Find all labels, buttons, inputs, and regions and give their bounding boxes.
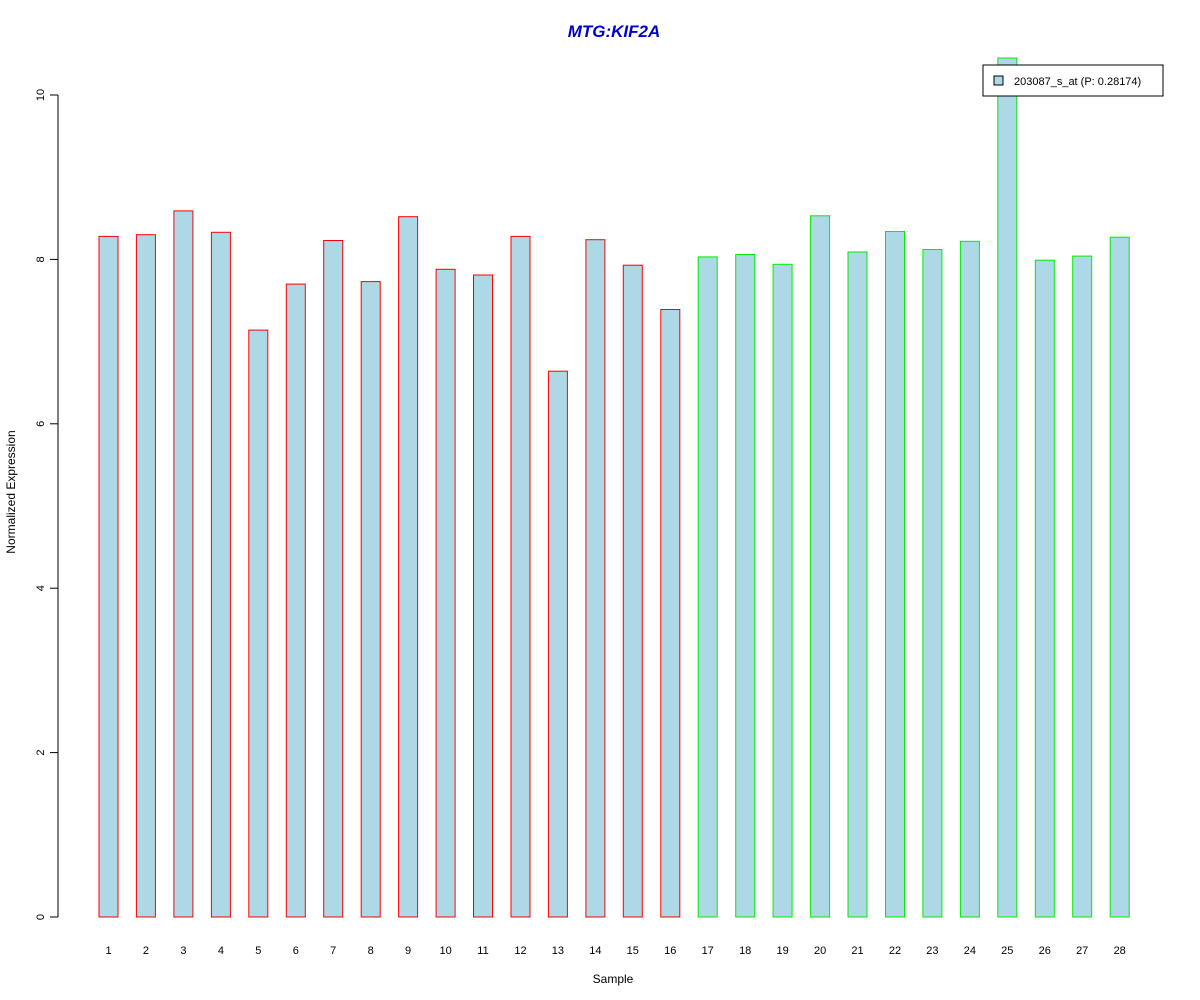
bar-sample-17	[697, 256, 718, 918]
x-tick-label: 28	[1114, 945, 1126, 957]
y-axis: 0 2 4 6 8 10	[35, 89, 59, 920]
bar-sample-24	[959, 240, 980, 918]
x-tick-label: 27	[1076, 945, 1088, 957]
x-tick-label: 23	[926, 945, 938, 957]
bar-sample-10	[435, 268, 456, 918]
y-tick-label: 6	[35, 421, 47, 427]
bar-sample-2	[135, 234, 156, 918]
x-tick-label: 24	[964, 945, 976, 957]
y-axis-label: Normalized Expression	[4, 430, 18, 553]
x-tick-label: 16	[664, 945, 676, 957]
bar-sample-21	[847, 251, 868, 918]
bars	[98, 57, 1130, 918]
x-tick-label: 4	[218, 945, 224, 957]
x-tick-label: 14	[589, 945, 601, 957]
bar-sample-19	[772, 263, 793, 918]
y-tick-label: 2	[35, 750, 47, 756]
bar-sample-7	[323, 240, 344, 918]
x-tick-label: 25	[1001, 945, 1013, 957]
bar-sample-3	[173, 210, 194, 918]
x-tick-label: 9	[405, 945, 411, 957]
x-tick-label: 15	[627, 945, 639, 957]
legend-label: 203087_s_at (P: 0.28174)	[1014, 76, 1141, 88]
x-tick-label: 8	[368, 945, 374, 957]
bar-sample-1	[98, 235, 119, 918]
x-axis-label: Sample	[593, 972, 634, 986]
x-tick-label: 21	[851, 945, 863, 957]
x-tick-label: 1	[105, 945, 111, 957]
y-tick-label: 4	[35, 585, 47, 591]
x-tick-label: 2	[143, 945, 149, 957]
x-tick-label: 19	[776, 945, 788, 957]
bar-sample-5	[248, 329, 269, 918]
y-tick-label: 0	[35, 914, 47, 920]
legend-box	[982, 64, 1164, 97]
x-tick-label: 13	[552, 945, 564, 957]
bar-sample-16	[660, 309, 681, 918]
bar-sample-6	[285, 283, 306, 918]
x-tick-label: 3	[180, 945, 186, 957]
bar-sample-13	[547, 370, 568, 918]
legend-swatch	[993, 75, 1004, 86]
bar-sample-18	[735, 254, 756, 918]
x-tick-label: 11	[477, 945, 488, 957]
bar-sample-28	[1109, 236, 1130, 918]
bar-sample-20	[810, 215, 831, 918]
bar-sample-8	[360, 281, 381, 918]
bar-sample-26	[1034, 259, 1055, 918]
bar-sample-25	[997, 57, 1018, 918]
bar-sample-12	[510, 235, 531, 918]
chart-title: MTG:KIF2A	[568, 22, 661, 41]
x-tick-label: 26	[1039, 945, 1051, 957]
x-tick-label: 7	[330, 945, 336, 957]
bar-sample-15	[622, 264, 643, 918]
bar-sample-14	[585, 239, 606, 918]
bar-sample-27	[1072, 255, 1093, 918]
x-tick-label: 5	[255, 945, 261, 957]
x-tick-label: 6	[293, 945, 299, 957]
x-tick-label: 17	[702, 945, 714, 957]
x-tick-label: 20	[814, 945, 826, 957]
x-tick-labels: 1 2 3 4 5 6 7 8 9 10 11 12 13 14 15 16 17 18 19 20 21 22 23 24 2…	[105, 945, 1125, 957]
x-tick-label: 12	[514, 945, 526, 957]
x-tick-label: 10	[439, 945, 451, 957]
x-tick-label: 18	[739, 945, 751, 957]
bar-sample-4	[210, 231, 231, 918]
y-tick-label: 8	[35, 256, 47, 262]
x-tick-label: 22	[889, 945, 901, 957]
y-tick-label: 10	[35, 89, 47, 101]
bar-sample-22	[885, 231, 905, 918]
legend: 203087_s_at (P: 0.28174)	[982, 64, 1164, 97]
bar-sample-9	[398, 216, 419, 918]
bar-sample-11	[473, 274, 493, 918]
bar-sample-23	[922, 249, 943, 918]
